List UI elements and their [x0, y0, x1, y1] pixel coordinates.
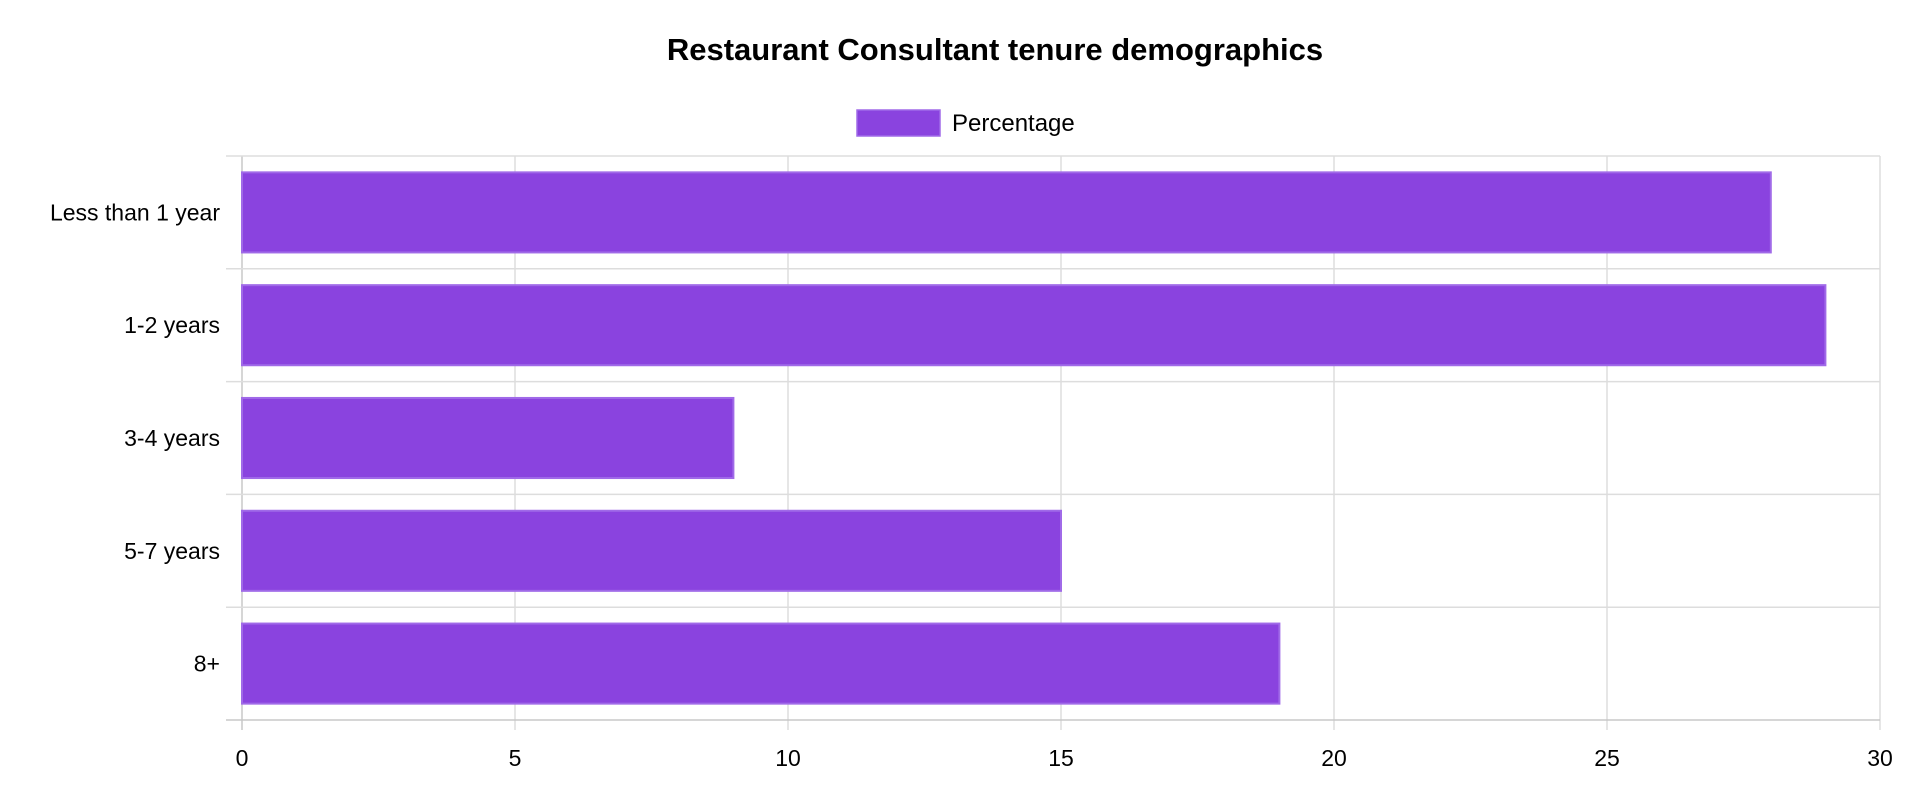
bar-8[interactable] [241, 622, 1281, 705]
y-tick-label: 8+ [194, 651, 220, 677]
bar-less-than-1-year[interactable] [241, 171, 1772, 254]
bar-5-7-years[interactable] [241, 509, 1062, 592]
x-tick-label: 5 [509, 745, 522, 771]
x-tick-label: 10 [775, 745, 801, 771]
x-tick-label: 0 [236, 745, 249, 771]
bars [241, 171, 1827, 705]
bar-1-2-years[interactable] [241, 284, 1827, 367]
legend-swatch-percentage [856, 109, 941, 137]
x-tick-label: 30 [1867, 745, 1893, 771]
x-tick-label: 25 [1594, 745, 1620, 771]
chart-title: Restaurant Consultant tenure demographic… [667, 32, 1323, 67]
y-tick-label: 3-4 years [124, 425, 220, 451]
legend-label-percentage: Percentage [952, 110, 1075, 137]
y-tick-label: 1-2 years [124, 312, 220, 338]
x-tick-label: 20 [1321, 745, 1347, 771]
bar-3-4-years[interactable] [241, 396, 735, 480]
y-axis-labels: Less than 1 year 1-2 years 3-4 years 5-7 ye… [50, 199, 220, 676]
legend[interactable]: Percentage [856, 109, 1075, 137]
y-tick-label: 5-7 years [124, 538, 220, 564]
y-tick-label: Less than 1 year [50, 199, 220, 225]
x-axis-labels: 0 5 10 15 20 25 30 [236, 745, 1893, 771]
x-tick-label: 15 [1048, 745, 1074, 771]
